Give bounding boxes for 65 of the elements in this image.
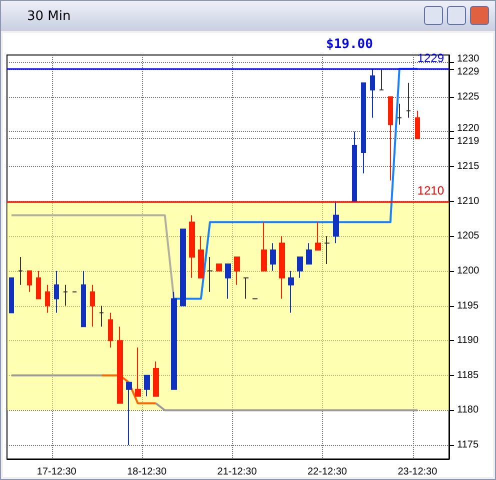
y-tick-label: 1220: [457, 123, 480, 134]
candlestick: [315, 222, 321, 251]
y-tick-label: 1190: [457, 335, 479, 346]
candlestick: [9, 277, 14, 314]
candlestick: [81, 270, 86, 328]
candlestick: [27, 270, 32, 292]
y-tick-label: 1210: [457, 196, 480, 207]
candlestick: [18, 256, 23, 286]
candlestick: [406, 82, 411, 118]
candlestick: [352, 131, 357, 202]
candlestick: [45, 284, 50, 314]
candlestick: [243, 277, 249, 300]
candlestick: [36, 270, 41, 300]
candlestick: [234, 256, 240, 286]
candlestick: [297, 256, 303, 278]
candlestick: [135, 347, 141, 397]
candlestick: [99, 305, 104, 328]
candlestick: [54, 270, 59, 314]
candlestick: [279, 236, 285, 300]
y-tick-label: 1225: [457, 91, 480, 102]
y-tick-label: 1175: [457, 440, 479, 451]
y-tick-label: 1185: [457, 370, 479, 381]
y-tick-label: 1200: [457, 265, 480, 276]
chart-title: 30 Min: [27, 8, 71, 24]
candlestick: [198, 236, 204, 278]
x-tick-label: 21-12:30: [217, 466, 258, 478]
candlestick: [370, 68, 375, 118]
candlestick: [324, 236, 330, 264]
candlestick: [207, 256, 213, 292]
candlestick: [180, 228, 186, 306]
x-tick-label: 23-12:30: [398, 466, 438, 478]
ref-line-label: 1229: [417, 50, 444, 65]
candlestick: [144, 374, 150, 397]
text: $19.00: [326, 37, 373, 52]
candlestick: [397, 103, 402, 126]
candlestick: [379, 68, 384, 90]
y-tick-label: 1219: [457, 136, 480, 148]
candlestick: [117, 326, 123, 404]
x-tick-label: 18-12:30: [127, 466, 167, 478]
candlestick: [388, 96, 393, 181]
candlestick: [90, 284, 95, 328]
candlestick: [216, 263, 222, 272]
x-tick-label: 17-12:30: [36, 466, 77, 478]
y-tick-label: 1229: [457, 66, 480, 78]
candlestick: [63, 284, 68, 306]
y-tick-label: 1205: [457, 230, 480, 242]
candlestick: [415, 110, 420, 140]
y-tick-label: 1195: [457, 300, 479, 312]
candlestick: [333, 200, 339, 244]
candlestick: [171, 291, 177, 390]
candlestick: [108, 312, 113, 348]
candlestick: [189, 214, 195, 278]
candlestick: [261, 222, 267, 272]
candlestick: [288, 270, 294, 314]
candlestick: [270, 242, 276, 272]
candlestick: [126, 382, 132, 446]
candlestick: [153, 360, 159, 397]
candlestick: [306, 242, 312, 264]
candlestick: [361, 82, 366, 174]
y-tick-label: 1230: [457, 53, 480, 64]
ref-line-label: 1210: [417, 183, 444, 198]
y-tick-label: 1215: [457, 160, 480, 172]
x-tick-label: 22-12:30: [307, 466, 348, 478]
y-tick-label: 1180: [457, 404, 479, 416]
candlestick: [225, 263, 231, 300]
